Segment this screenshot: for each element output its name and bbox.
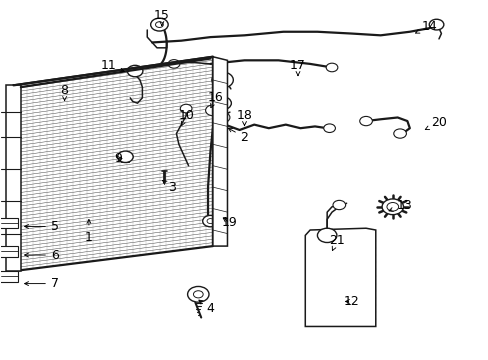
Circle shape: [393, 129, 406, 138]
Text: 14: 14: [415, 20, 436, 33]
Circle shape: [213, 97, 231, 110]
Text: 6: 6: [24, 248, 59, 261]
Text: 17: 17: [289, 59, 305, 76]
Polygon shape: [212, 57, 227, 246]
Circle shape: [323, 124, 335, 132]
Circle shape: [187, 287, 208, 302]
Circle shape: [359, 116, 372, 126]
Text: 3: 3: [162, 180, 175, 194]
Circle shape: [168, 60, 180, 68]
Text: 8: 8: [61, 84, 68, 100]
Text: 16: 16: [207, 91, 223, 108]
Text: 7: 7: [24, 277, 59, 290]
Circle shape: [317, 228, 336, 243]
Circle shape: [211, 72, 233, 88]
Polygon shape: [0, 246, 19, 257]
Text: 2: 2: [228, 128, 248, 144]
Circle shape: [325, 63, 337, 72]
Circle shape: [180, 104, 192, 113]
Text: 1: 1: [85, 220, 93, 244]
Text: 10: 10: [178, 109, 194, 126]
Polygon shape: [0, 271, 19, 282]
Circle shape: [205, 105, 220, 116]
Circle shape: [117, 151, 133, 162]
Text: 15: 15: [154, 9, 169, 26]
Circle shape: [127, 65, 142, 77]
Text: 20: 20: [425, 116, 446, 130]
Polygon shape: [305, 228, 375, 327]
Circle shape: [202, 215, 218, 227]
Text: 13: 13: [388, 198, 412, 212]
Circle shape: [332, 201, 345, 210]
Text: 18: 18: [236, 109, 252, 126]
Text: 21: 21: [328, 234, 344, 251]
Text: 12: 12: [343, 295, 359, 308]
Text: 9: 9: [114, 152, 122, 165]
Circle shape: [215, 112, 229, 123]
Polygon shape: [6, 85, 21, 271]
Text: 5: 5: [24, 220, 59, 233]
Text: 11: 11: [100, 59, 124, 72]
Text: 19: 19: [222, 216, 237, 229]
Circle shape: [150, 18, 168, 31]
Circle shape: [428, 19, 443, 30]
Text: 4: 4: [199, 300, 214, 315]
Circle shape: [381, 199, 403, 215]
Polygon shape: [0, 217, 19, 228]
